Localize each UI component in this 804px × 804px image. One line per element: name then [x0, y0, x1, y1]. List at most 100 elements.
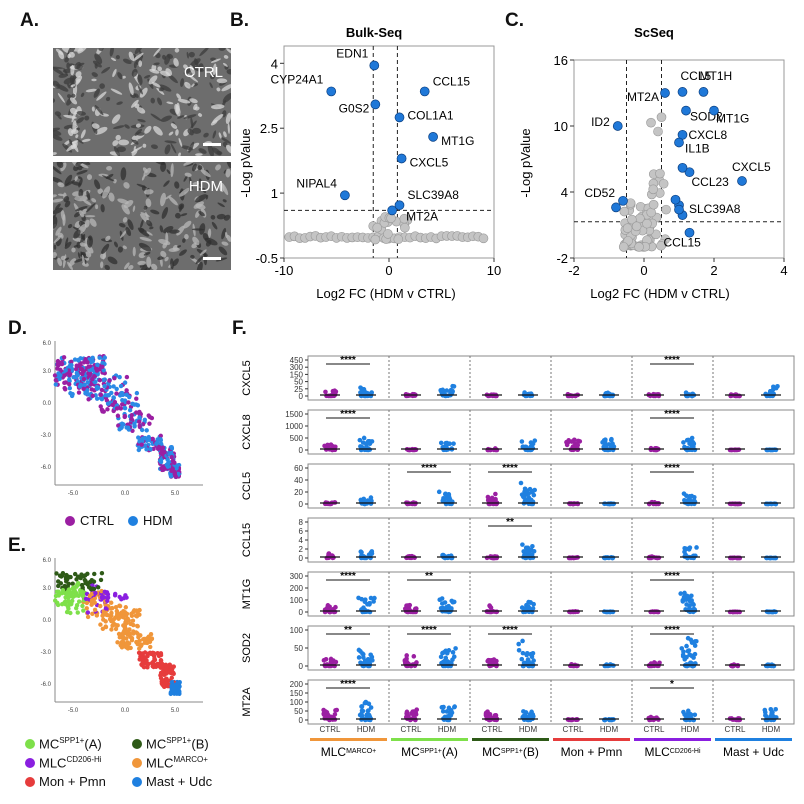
cell-shape — [101, 66, 111, 74]
umap-cell — [69, 359, 74, 364]
umap-cell — [92, 607, 98, 612]
umap-cell — [94, 613, 100, 618]
umap-cell — [105, 612, 110, 618]
cell-shape — [98, 48, 104, 52]
hdm-point — [452, 704, 457, 709]
cell-shape — [131, 68, 138, 77]
cell-shape — [226, 48, 231, 55]
cell-shape — [107, 256, 118, 265]
cell-shape — [139, 87, 148, 98]
umap-cell — [92, 374, 97, 379]
cell-shape — [160, 192, 166, 207]
cell-shape — [139, 264, 148, 270]
cell-shape — [212, 113, 224, 124]
umap-cell — [80, 371, 85, 377]
hdm-point — [446, 660, 452, 665]
umap-cell — [127, 408, 133, 413]
cell-shape — [60, 162, 67, 172]
y-tick-label: 1000 — [285, 422, 303, 431]
sig-gene-point — [674, 137, 684, 148]
y-tick-label: 50 — [294, 644, 303, 653]
ctrl-point — [575, 438, 581, 444]
umap-cell — [147, 414, 153, 420]
umap-cell — [137, 646, 142, 651]
ctrl-point — [737, 501, 743, 507]
cell-shape — [199, 249, 207, 256]
cell-shape — [210, 58, 222, 63]
y-tick-label: 2.5 — [260, 121, 278, 136]
hdm-point — [522, 390, 527, 395]
gene-label: MT2A — [627, 90, 659, 104]
cell-shape — [84, 115, 90, 121]
cell-shape — [207, 228, 212, 238]
sig-gene-point — [428, 132, 438, 142]
cell-shape — [68, 139, 74, 146]
cell-shape — [121, 204, 130, 215]
cell-shape — [64, 257, 70, 261]
cell-shape — [179, 187, 190, 197]
umap-cell — [144, 428, 149, 433]
legend-item-cluster: MLCMARCO+ — [132, 755, 208, 770]
cell-shape — [64, 180, 75, 187]
significance-stars: **** — [421, 463, 437, 474]
ctrl-point — [737, 609, 742, 615]
umap-cell — [66, 574, 71, 579]
umap-cell — [111, 395, 116, 401]
umap-y-tick: -6.0 — [41, 465, 52, 471]
cell-shape — [62, 213, 66, 227]
hdm-point — [450, 650, 456, 655]
umap-cell — [122, 405, 127, 411]
cell-shape — [91, 198, 97, 203]
legend-item-cluster: MLCCD206-Hi — [25, 755, 102, 770]
cell-shape — [193, 103, 198, 110]
cell-shape — [123, 199, 134, 208]
umap-cell — [111, 384, 116, 389]
cell-shape — [91, 123, 100, 129]
umap-cell — [91, 586, 97, 592]
umap-cell — [123, 593, 128, 598]
umap-cell — [63, 387, 68, 392]
y-tick-label: 4 — [271, 56, 278, 71]
y-tick-label: 150 — [290, 370, 304, 379]
cell-shape — [133, 145, 136, 151]
ctrl-point — [404, 653, 410, 658]
legend-dot — [132, 776, 142, 787]
cell-shape — [170, 123, 178, 129]
nonsig-point — [383, 229, 393, 239]
umap-cell — [136, 435, 141, 440]
umap-cell — [124, 388, 129, 393]
umap-cell — [56, 371, 61, 376]
cell-shape — [53, 127, 61, 132]
cell-shape — [81, 254, 85, 265]
umap-cell — [137, 416, 142, 421]
cell-shape — [144, 125, 152, 134]
umap-y-tick: 0.0 — [43, 618, 52, 624]
hdm-point — [444, 447, 449, 453]
group-x-label: CTRL — [401, 725, 422, 734]
ctrl-point — [491, 555, 496, 561]
cell-shape — [175, 212, 181, 219]
umap-y-tick: -3.0 — [41, 650, 52, 656]
cell-shape — [215, 257, 228, 262]
cell-shape — [157, 97, 163, 106]
y-tick-label: 0 — [299, 716, 304, 725]
hdm-point — [516, 647, 522, 653]
significance-stars: ** — [344, 625, 352, 636]
cell-shape — [153, 62, 160, 66]
cell-shape — [64, 200, 71, 208]
x-tick-label: 0 — [640, 263, 647, 278]
hdm-point — [764, 447, 770, 453]
gene-label: MT1H — [700, 69, 733, 83]
cell-shape — [72, 141, 79, 153]
hdm-point — [368, 652, 373, 658]
umap-cell — [100, 360, 105, 366]
sig-gene-point — [369, 60, 380, 71]
hdm-point — [366, 701, 372, 707]
cell-shape — [53, 165, 62, 175]
umap-cell — [81, 360, 87, 365]
ctrl-point — [567, 501, 573, 506]
cell-shape — [79, 242, 86, 247]
umap-cell — [103, 624, 108, 629]
gene-label: MT1G — [441, 134, 474, 148]
significance-stars: **** — [664, 463, 680, 474]
